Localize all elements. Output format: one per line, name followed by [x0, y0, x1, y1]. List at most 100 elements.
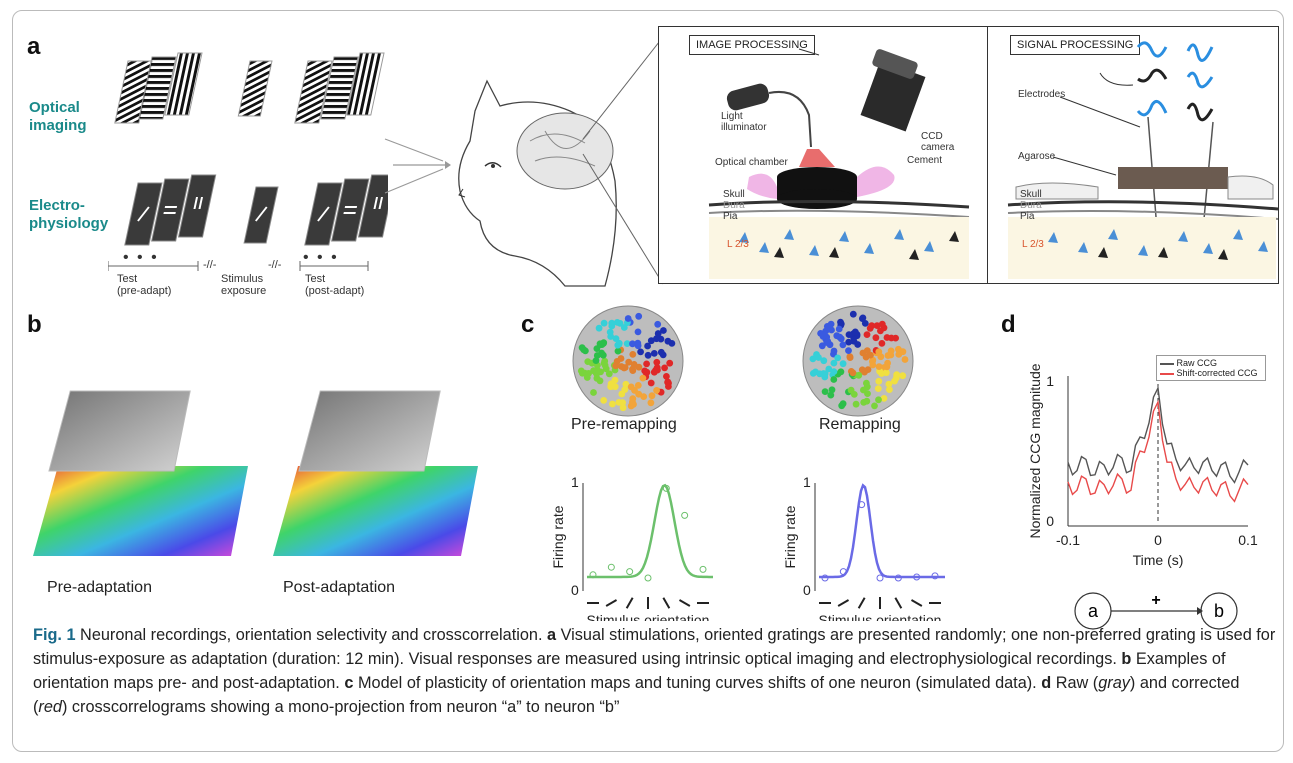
ccg-series-line	[1067, 399, 1249, 503]
neuron-dot	[623, 340, 631, 347]
signal-processing-box: SIGNAL PROCESSING	[987, 26, 1279, 284]
neuron-dot	[878, 340, 886, 347]
neuron-dot	[634, 382, 642, 389]
x-axis-label: Time (s)	[1133, 552, 1184, 568]
neuron-dot	[653, 358, 661, 366]
panel-c-graphics: 0 1 Firing rate Stimulus orientation 0 1 Firi…	[553, 305, 945, 621]
neuron-dot	[849, 310, 857, 318]
neuron-dot	[834, 354, 842, 362]
break-mark-2: -//-	[268, 259, 282, 271]
orientation-glyph	[625, 597, 634, 609]
grating-post-oblique	[294, 60, 333, 124]
light-line1: Light	[721, 111, 743, 122]
ccd-camera-label: CCD camera	[921, 131, 954, 153]
caption-title: Neuronal recordings, orientation selecti…	[75, 626, 548, 644]
neuron-dot	[618, 363, 625, 370]
image-processing-box: IMAGE PROCESSING	[658, 26, 990, 284]
neuron-dot	[830, 368, 838, 375]
neuron-dot	[615, 339, 623, 347]
legend-shift-text: Shift-corrected CCG	[1176, 368, 1258, 378]
data-point	[839, 568, 847, 576]
stimulus-exposure-label: Stimulus exposure	[221, 273, 266, 297]
neuron-dot	[612, 335, 620, 342]
data-point	[644, 574, 652, 582]
neuron-dot	[852, 329, 859, 336]
caption-b-label: b	[1121, 650, 1132, 668]
test-pre-line2: (pre-adapt)	[117, 285, 172, 297]
neuron-dot	[827, 391, 835, 399]
neuron-dot	[643, 368, 651, 376]
neuron-dot	[809, 370, 817, 377]
electrodes-label: Electrodes	[1018, 89, 1066, 100]
image-processing-label: IMAGE PROCESSING	[689, 35, 815, 55]
neuron-dot	[593, 352, 601, 359]
test-pre-line1: Test	[117, 273, 138, 285]
caption-fig: Fig. 1	[33, 626, 76, 644]
edge-sign: +	[1151, 592, 1160, 609]
neuron-dot	[883, 363, 891, 371]
neuron-dot	[600, 359, 608, 367]
skull-label: Skull	[723, 189, 745, 200]
caption-c-label: c	[344, 674, 354, 692]
data-point	[589, 571, 597, 579]
x-axis-label: Stimulus orientation	[587, 612, 710, 621]
neuron-dot	[637, 348, 644, 356]
data-point	[662, 484, 670, 492]
neuron-dot	[644, 351, 652, 359]
pre-adaptation-label: Pre-adaptation	[47, 579, 152, 596]
caption-d-text1: Raw (	[1051, 674, 1099, 692]
converging-arrows	[384, 138, 451, 194]
neuron-dot	[635, 363, 643, 371]
optical-imaging-label: Optical imaging	[29, 99, 87, 135]
neuron-dot	[878, 320, 886, 328]
neuron-dot	[849, 369, 857, 377]
neuron-dot	[654, 320, 662, 328]
data-point	[931, 572, 939, 580]
test-pre-label: Test (pre-adapt)	[117, 273, 171, 297]
neuron-dot	[661, 364, 668, 372]
neuron-dot	[577, 367, 585, 375]
neuron-dot	[653, 387, 660, 394]
post-cortex-image	[298, 390, 441, 472]
neuron-dot	[864, 366, 872, 373]
test-post-label: Test (post-adapt)	[305, 273, 364, 297]
neuron-dot	[836, 333, 844, 341]
neuron-dot	[607, 383, 615, 391]
grating-post-vertical	[346, 52, 385, 116]
orientation-glyph	[894, 597, 903, 609]
neuron-dot	[647, 337, 655, 345]
data-point	[894, 574, 902, 582]
remapping-title: Remapping	[819, 416, 901, 433]
neuron-dot	[828, 326, 835, 334]
figure-caption: Fig. 1 Neuronal recordings, orientation …	[33, 623, 1278, 719]
data-point	[607, 563, 615, 571]
neuron-dot	[821, 373, 829, 381]
neuron-dot	[664, 378, 672, 386]
neuron-dot	[880, 395, 888, 402]
neuron-dot	[875, 396, 882, 404]
neuron-dot	[614, 347, 622, 355]
neuron-dot	[619, 399, 626, 407]
neuron-dot	[863, 379, 870, 387]
neuron-dot	[835, 325, 843, 333]
neuron-dot	[578, 344, 586, 352]
data-point	[876, 574, 884, 582]
data-point	[626, 568, 634, 576]
orientation-glyph	[857, 597, 866, 609]
x-tick-label: 0.1	[1238, 532, 1258, 548]
orientation-glyph	[678, 599, 691, 607]
data-point	[681, 511, 689, 519]
neuron-dot	[660, 327, 667, 334]
legend-item-raw: Raw CCG	[1160, 358, 1262, 368]
neuron-dot	[891, 377, 898, 385]
neuron-dot	[860, 386, 867, 394]
neuron-dot	[599, 351, 607, 359]
caption-d-text2: ) and corrected (	[33, 674, 1240, 716]
neuron-dot	[872, 334, 880, 342]
neuron-dot	[877, 327, 884, 335]
node-a-text: a	[1088, 601, 1099, 621]
figure-frame: a Optical imaging Electro- physiology	[12, 10, 1284, 752]
light-illuminator-label: Light illuminator	[721, 111, 767, 133]
neuron-dot	[620, 324, 628, 331]
neuron-dot	[600, 319, 608, 327]
